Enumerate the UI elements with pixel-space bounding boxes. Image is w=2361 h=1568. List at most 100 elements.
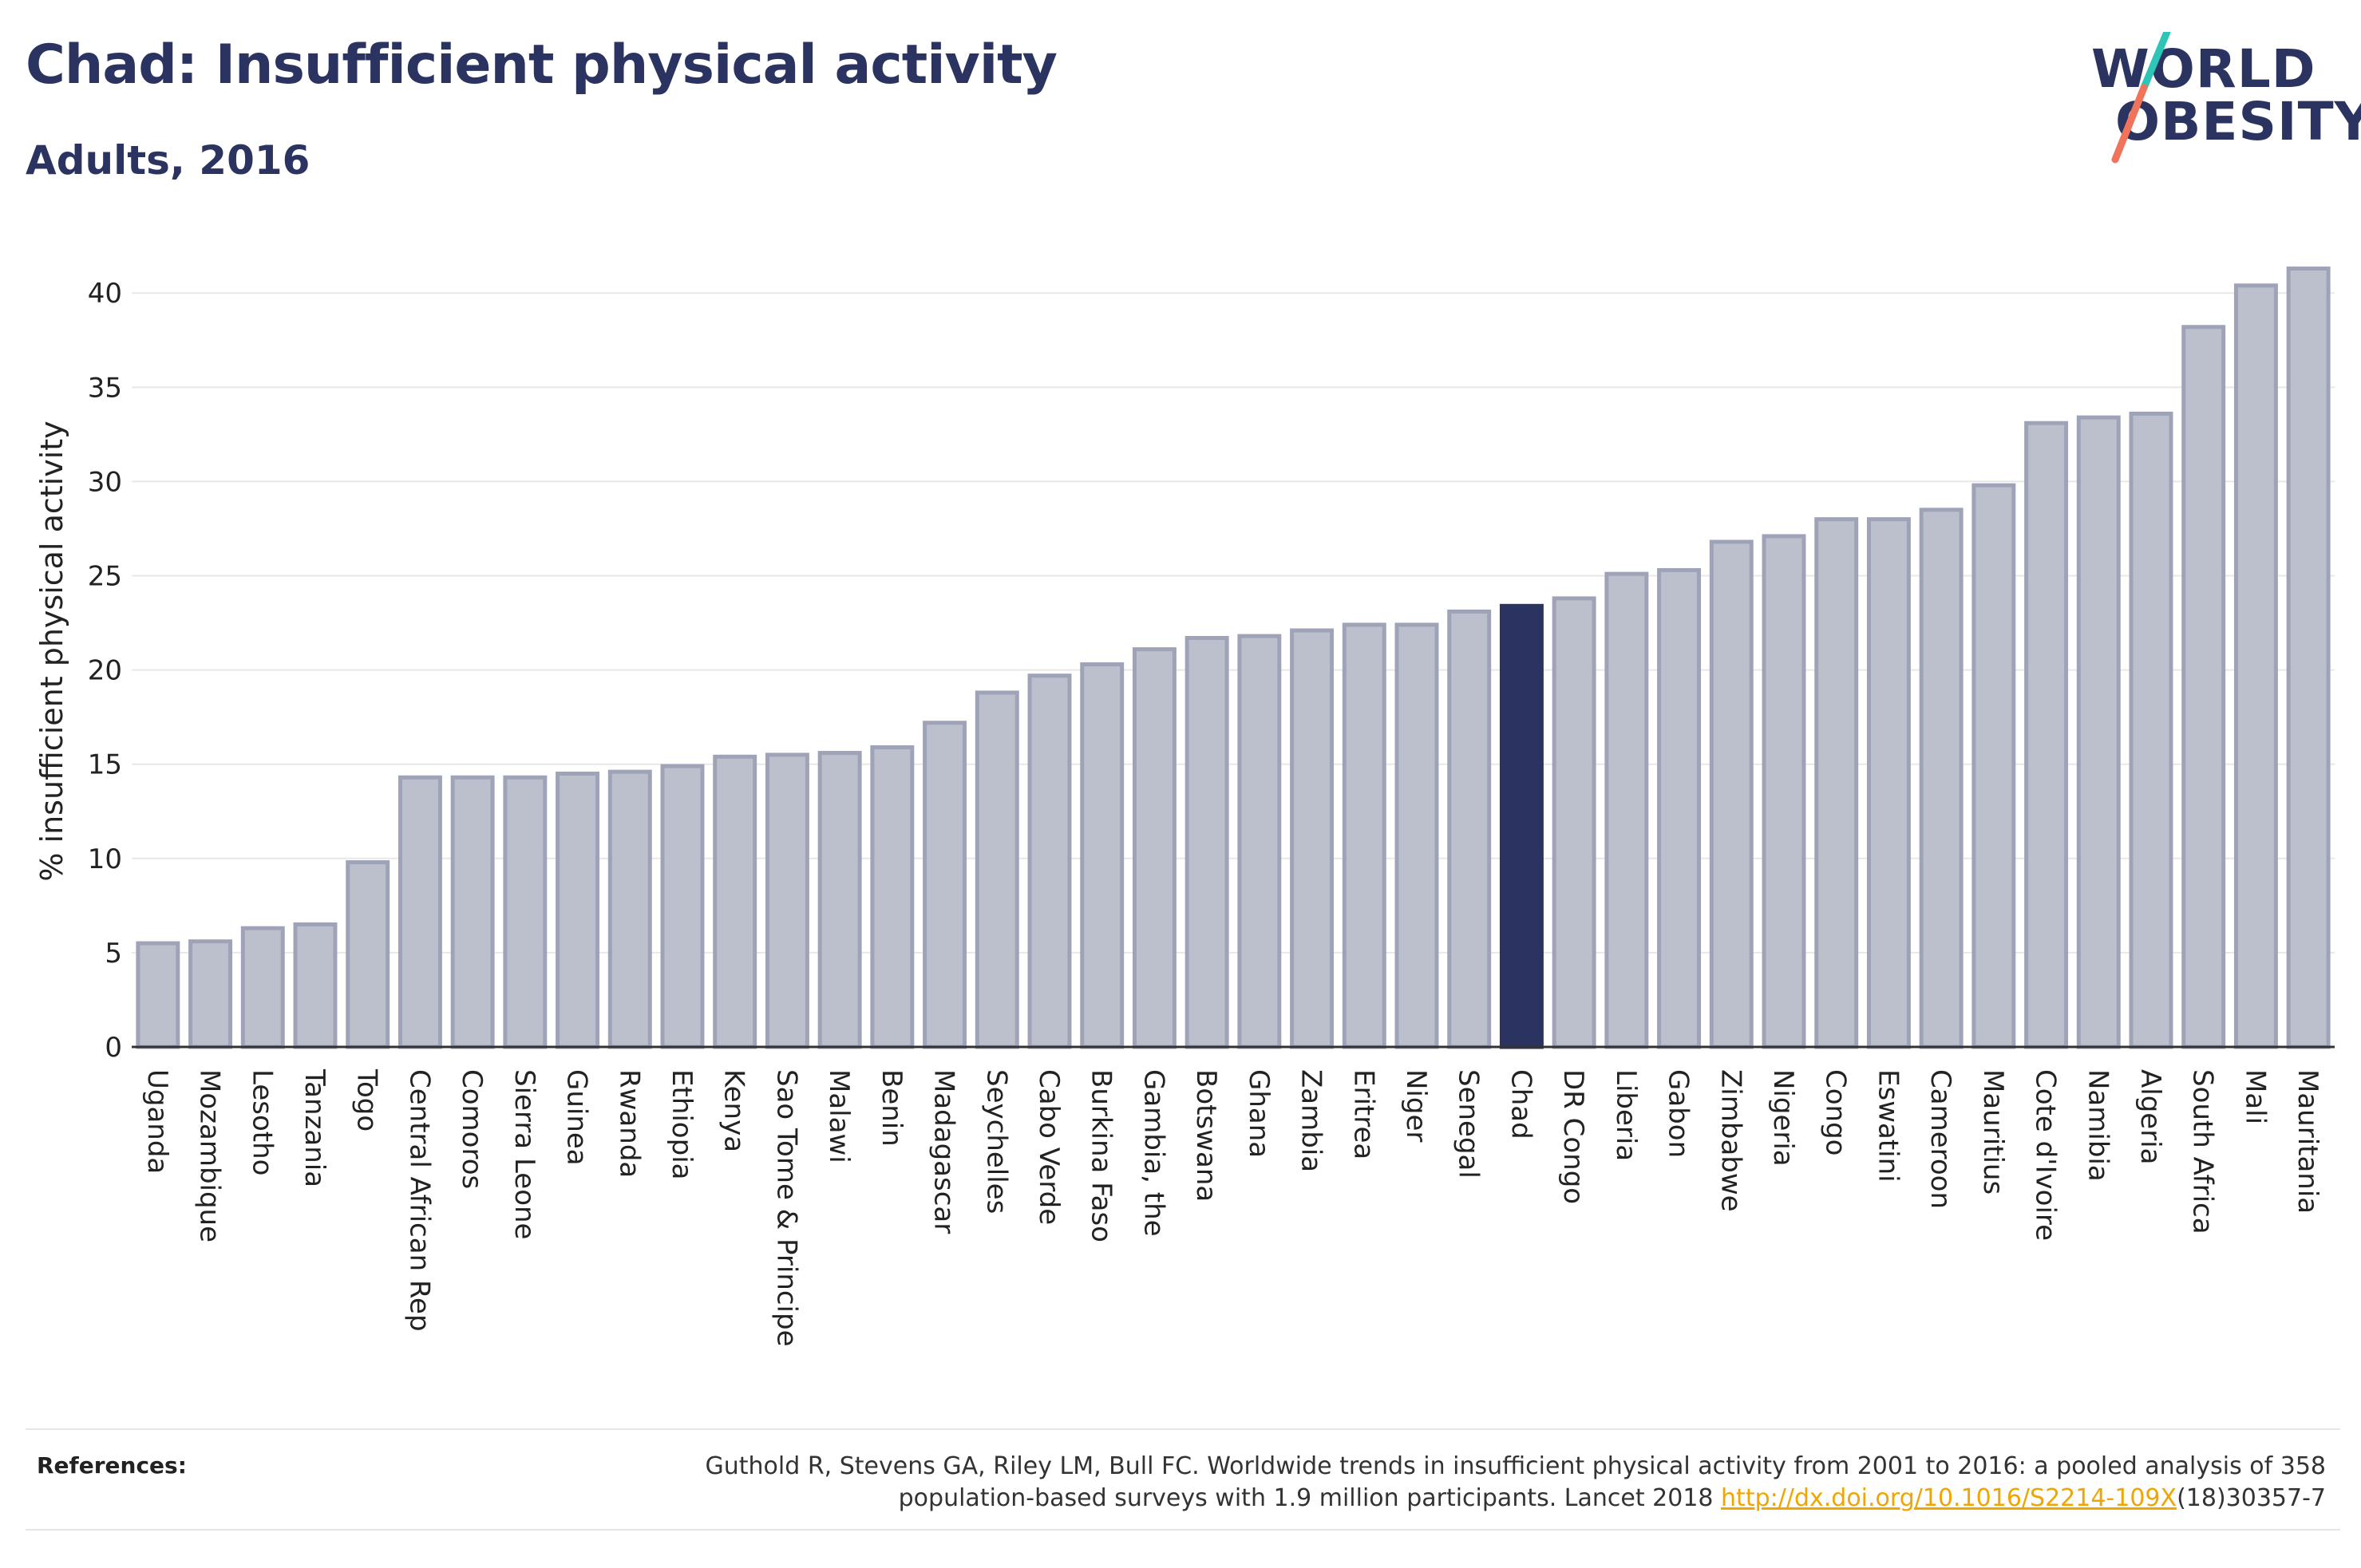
- x-tick-label: Congo: [1820, 1069, 1852, 1155]
- y-tick-label: 10: [88, 843, 122, 875]
- y-tick-label: 35: [88, 372, 122, 404]
- bar: [1027, 673, 1072, 1049]
- x-tick-label: Cabo Verde: [1033, 1069, 1065, 1225]
- x-tick-label: Tanzania: [299, 1068, 330, 1187]
- page-title: Chad: Insufficient physical activity: [26, 34, 1058, 97]
- bar: [1814, 517, 1859, 1049]
- bar: [450, 775, 495, 1049]
- x-tick-label: Gabon: [1663, 1069, 1695, 1158]
- bar: [556, 772, 600, 1049]
- y-tick-label: 20: [88, 655, 122, 687]
- bar: [870, 745, 915, 1049]
- x-tick-label: Nigeria: [1767, 1069, 1799, 1167]
- x-tick-label: Mozambique: [194, 1069, 226, 1242]
- logo-line-1: WORLD: [2091, 38, 2316, 100]
- x-tick-label: Seychelles: [980, 1069, 1012, 1214]
- bar: [1709, 539, 1754, 1049]
- bar: [2181, 325, 2226, 1049]
- x-tick-label: Zimbabwe: [1714, 1069, 1746, 1212]
- x-tick-label: Sierra Leone: [508, 1069, 540, 1239]
- x-tick-label: Algeria: [2134, 1069, 2166, 1164]
- bar: [2233, 283, 2278, 1049]
- x-tick-label: Senegal: [1453, 1069, 1485, 1179]
- logo-line-2: OBESITY: [2115, 91, 2361, 152]
- reference-doi-link[interactable]: http://dx.doi.org/10.1016/S2214-109X: [1721, 1484, 2177, 1512]
- bar-chart: 0 5 10 15 20 25 30 35 40 % insufficient physical …: [34, 267, 2335, 1347]
- x-tick-label: DR Congo: [1557, 1069, 1589, 1204]
- x-tick-label: Ghana: [1243, 1069, 1275, 1158]
- bar: [607, 769, 652, 1049]
- x-tick-label: Togo: [351, 1068, 383, 1132]
- x-tick-label: Central African Rep: [403, 1069, 435, 1332]
- x-tick-label: Sao Tome & Principe: [770, 1069, 802, 1347]
- y-tick-label: 15: [88, 749, 122, 781]
- x-tick-label: Botswana: [1190, 1069, 1222, 1202]
- x-tick-label: Zambia: [1295, 1069, 1327, 1172]
- x-tick-label: Rwanda: [613, 1069, 645, 1178]
- bar-highlight: [1499, 603, 1544, 1049]
- bar: [1184, 635, 1229, 1049]
- bar: [1290, 628, 1335, 1049]
- y-axis-label: % insufficient physical activity: [34, 421, 69, 881]
- x-tick-label: Namibia: [2082, 1069, 2114, 1182]
- y-tick-label: 40: [88, 278, 122, 310]
- reference-line-1: Guthold R, Stevens GA, Riley LM, Bull FC…: [705, 1452, 2326, 1480]
- bar: [923, 721, 967, 1049]
- x-tick-label: Uganda: [141, 1069, 173, 1174]
- bar: [293, 922, 338, 1049]
- x-tick-label: Ethiopia: [666, 1069, 698, 1179]
- y-tick-label: 30: [88, 466, 122, 498]
- x-tick-label: Eswatini: [1872, 1069, 1904, 1183]
- y-tick-label: 5: [105, 938, 122, 970]
- bar: [1604, 571, 1649, 1049]
- bar: [346, 860, 390, 1049]
- bar: [1762, 534, 1806, 1049]
- bar: [136, 941, 180, 1049]
- world-obesity-logo: WORLD OBESITY: [2075, 32, 2361, 176]
- bar: [240, 926, 285, 1049]
- bar: [1132, 647, 1177, 1049]
- y-tick-label: 25: [88, 561, 122, 593]
- x-tick-label: Eritrea: [1347, 1069, 1379, 1159]
- references-text: Guthold R, Stevens GA, Riley LM, Bull FC…: [490, 1451, 2326, 1515]
- bar: [2129, 411, 2173, 1049]
- x-tick-label: Niger: [1400, 1069, 1432, 1142]
- x-tick-label: Liberia: [1610, 1069, 1642, 1161]
- bar: [397, 775, 442, 1049]
- x-tick-label: Kenya: [718, 1069, 750, 1152]
- x-tick-label: Cote d'Ivoire: [2030, 1069, 2062, 1241]
- x-tick-label: Chad: [1505, 1069, 1536, 1139]
- x-tick-label: Mali: [2239, 1069, 2271, 1124]
- logo-slash-icon: [2111, 32, 2171, 164]
- bar: [2286, 267, 2331, 1049]
- x-tick-label: Comoros: [456, 1069, 488, 1189]
- x-tick-label: Madagascar: [928, 1069, 960, 1234]
- x-tick-label: Benin: [876, 1069, 908, 1147]
- x-tick-label: Guinea: [561, 1069, 593, 1166]
- x-tick-label: Burkina Faso: [1086, 1069, 1117, 1242]
- x-tick-label: Mauritius: [1977, 1069, 2009, 1195]
- bar: [2076, 415, 2121, 1049]
- x-tick-label: Lesotho: [246, 1069, 278, 1175]
- references-section: References: Guthold R, Stevens GA, Riley…: [26, 1428, 2340, 1530]
- bar: [765, 752, 809, 1049]
- page-subtitle: Adults, 2016: [26, 137, 310, 184]
- bar: [975, 690, 1019, 1049]
- x-tick-label: Mauritania: [2292, 1069, 2323, 1214]
- bar: [660, 764, 705, 1049]
- reference-line-2: population-based surveys with 1.9 millio…: [898, 1484, 1722, 1512]
- references-label: References:: [37, 1452, 187, 1479]
- x-tick-label: Cameroon: [1924, 1069, 1956, 1209]
- bar: [1080, 662, 1125, 1049]
- y-tick-label: 0: [105, 1032, 122, 1064]
- bar: [1447, 609, 1492, 1049]
- x-tick-label: Malawi: [823, 1069, 855, 1163]
- x-tick-label: South Africa: [2187, 1069, 2219, 1234]
- bar: [1971, 483, 2016, 1049]
- bar: [503, 775, 548, 1049]
- bar: [1919, 508, 1964, 1049]
- reference-line-2-end: (18)30357-7: [2177, 1484, 2326, 1512]
- bar: [1866, 517, 1911, 1049]
- bar: [1552, 596, 1596, 1049]
- bar: [1657, 567, 1702, 1049]
